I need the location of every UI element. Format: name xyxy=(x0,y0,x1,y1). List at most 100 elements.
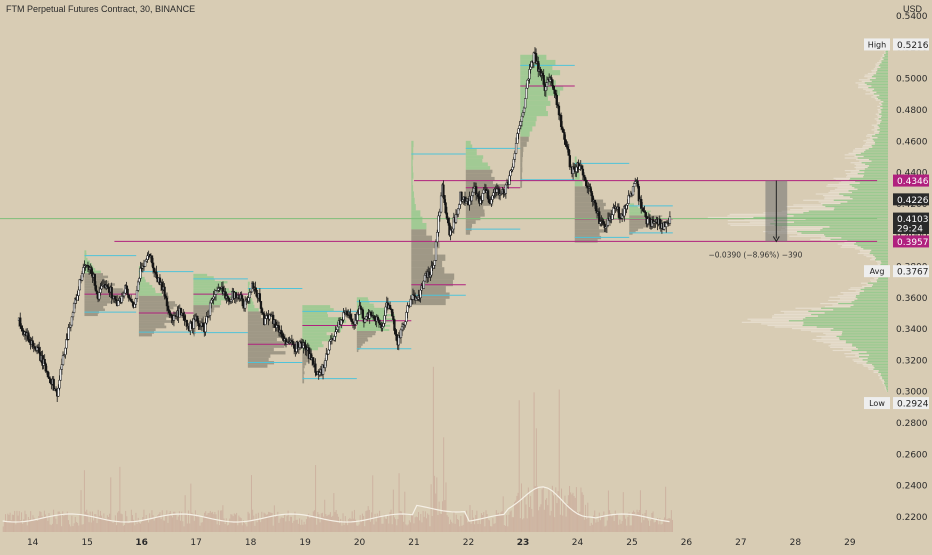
profile-row-gray xyxy=(831,344,853,345)
session-profile-row xyxy=(520,147,523,152)
profile-row-green xyxy=(850,184,888,185)
volume-bar xyxy=(671,510,672,532)
volume-bar xyxy=(515,501,516,532)
profile-row-gray xyxy=(874,126,879,127)
candle-body xyxy=(186,320,188,326)
profile-row-gray xyxy=(876,114,880,115)
volume-bar xyxy=(320,522,321,532)
candle-body xyxy=(144,261,146,266)
profile-row-green xyxy=(803,212,888,213)
volume-bar xyxy=(275,517,276,532)
profile-row-green xyxy=(873,139,888,140)
profile-row-gray xyxy=(751,320,789,321)
profile-row-gray xyxy=(823,333,842,334)
volume-bar xyxy=(424,517,425,532)
session-profile-row xyxy=(248,331,281,334)
volume-bar xyxy=(71,516,72,532)
volume-bar xyxy=(548,489,549,532)
volume-bar xyxy=(564,496,565,532)
volume-bar xyxy=(249,513,250,532)
session-profile-row xyxy=(575,233,600,236)
candle-body xyxy=(171,315,173,318)
candle-body xyxy=(567,147,569,150)
candle-body xyxy=(19,318,21,326)
x-tick-label: 22 xyxy=(463,538,474,548)
volume-bar xyxy=(330,512,331,532)
candle-body xyxy=(637,181,639,187)
profile-row-green xyxy=(811,314,888,315)
volume-bar xyxy=(624,515,625,532)
volume-bar xyxy=(137,524,138,532)
session-profile-row xyxy=(248,308,259,311)
candle-body xyxy=(566,145,568,147)
volume-bar xyxy=(329,515,330,532)
profile-row-gray xyxy=(852,359,862,360)
profile-row-green xyxy=(834,209,888,210)
volume-bar xyxy=(187,523,188,532)
volume-bar xyxy=(204,513,205,532)
candle-body xyxy=(436,232,438,242)
volume-bar xyxy=(367,510,368,532)
volume-bar xyxy=(619,520,620,532)
candle-body xyxy=(126,286,128,289)
profile-row-green xyxy=(868,283,888,284)
volume-bar xyxy=(489,520,490,532)
candle-body xyxy=(563,132,565,139)
x-tick-label: 21 xyxy=(408,538,419,548)
volume-bar xyxy=(662,524,663,532)
candle-body xyxy=(60,369,62,380)
volume-bar xyxy=(388,524,389,532)
profile-row-green xyxy=(881,373,888,374)
volume-bar xyxy=(69,524,70,532)
session-profile-row xyxy=(629,227,643,228)
candle-body xyxy=(488,199,490,203)
profile-row-green xyxy=(873,369,888,370)
volume-bar xyxy=(228,525,229,532)
candle-body xyxy=(293,345,295,349)
volume-bar xyxy=(259,519,260,532)
volume-bar xyxy=(285,521,286,532)
profile-row-gray xyxy=(870,279,877,280)
session-profile-row xyxy=(193,300,221,302)
profile-row-gray xyxy=(843,348,858,349)
session-profile-row xyxy=(139,326,166,329)
volume-bar xyxy=(241,518,242,532)
profile-row-green xyxy=(842,331,888,332)
volume-bar xyxy=(436,477,437,532)
profile-row-gray xyxy=(881,59,884,60)
volume-bar xyxy=(18,516,19,532)
candle-body xyxy=(530,67,532,69)
candle-body xyxy=(73,303,75,312)
volume-bar xyxy=(171,516,172,532)
candle-body xyxy=(77,296,79,300)
profile-row-gray xyxy=(874,278,878,279)
volume-bar xyxy=(416,516,417,532)
volume-bar xyxy=(273,526,274,532)
x-tick-label: 23 xyxy=(517,538,530,548)
volume-bar xyxy=(445,482,446,532)
profile-row-green xyxy=(880,64,888,65)
session-profile-row xyxy=(466,206,483,210)
session-profile-row xyxy=(84,260,90,263)
volume-bar xyxy=(419,520,420,532)
profile-row-green xyxy=(868,361,888,362)
profile-row-green xyxy=(879,65,888,66)
volume-bar xyxy=(155,518,156,532)
volume-bar xyxy=(534,392,535,532)
profile-row-gray xyxy=(854,361,868,362)
volume-bar xyxy=(582,492,583,532)
volume-bar xyxy=(553,495,554,532)
profile-row-green xyxy=(852,345,888,346)
volume-bar xyxy=(92,511,93,532)
x-tick-label: 29 xyxy=(844,538,856,548)
profile-row-green xyxy=(882,62,888,63)
candle-body xyxy=(71,317,73,325)
volume-bar xyxy=(205,511,206,532)
volume-bar xyxy=(418,512,419,532)
session-profile-row xyxy=(466,155,483,159)
volume-bar xyxy=(369,510,370,532)
session-profile-row xyxy=(466,224,472,228)
candle-body xyxy=(78,290,80,296)
